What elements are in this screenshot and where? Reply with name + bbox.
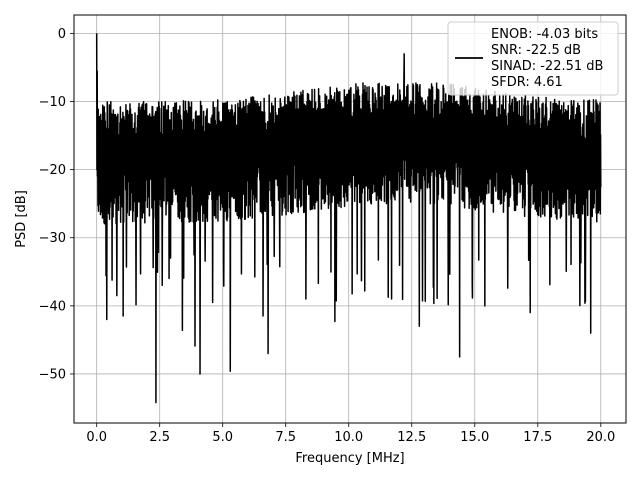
y-axis: 0 −10 −20 −30 −40 −50 xyxy=(39,27,74,382)
legend: ENOB: -4.03 bits SNR: -22.5 dB SINAD: -2… xyxy=(447,21,619,96)
psd-series-line xyxy=(95,33,602,404)
y-tick-label: −20 xyxy=(39,163,66,178)
legend-line-sfdr: SFDR: 4.61 xyxy=(491,75,563,90)
x-tick-label: 15.0 xyxy=(460,430,489,445)
x-tick-label: 2.5 xyxy=(149,430,170,445)
x-tick-label: 0.0 xyxy=(86,430,107,445)
y-tick-label: 0 xyxy=(58,27,66,42)
x-tick-label: 20.0 xyxy=(586,430,615,445)
y-tick-label: −30 xyxy=(39,231,66,246)
y-tick-label: −10 xyxy=(39,95,66,110)
y-tick-label: −40 xyxy=(39,299,66,314)
x-axis-label: Frequency [MHz] xyxy=(295,451,404,466)
legend-line-sinad: SINAD: -22.51 dB xyxy=(491,59,603,74)
x-tick-label: 17.5 xyxy=(523,430,552,445)
y-tick-label: −50 xyxy=(39,367,66,382)
legend-line-snr: SNR: -22.5 dB xyxy=(491,43,581,58)
axes-frame xyxy=(73,14,627,424)
x-tick-label: 10.0 xyxy=(334,430,363,445)
x-tick-label: 7.5 xyxy=(275,430,296,445)
legend-line-enob: ENOB: -4.03 bits xyxy=(491,27,598,42)
x-tick-label: 12.5 xyxy=(397,430,426,445)
x-tick-label: 5.0 xyxy=(212,430,233,445)
legend-box xyxy=(447,21,619,96)
x-axis: 0.0 2.5 5.0 7.5 10.0 12.5 15.0 17.5 20.0 xyxy=(86,423,615,445)
plot-area xyxy=(95,33,602,404)
y-axis-label: PSD [dB] xyxy=(14,190,29,248)
